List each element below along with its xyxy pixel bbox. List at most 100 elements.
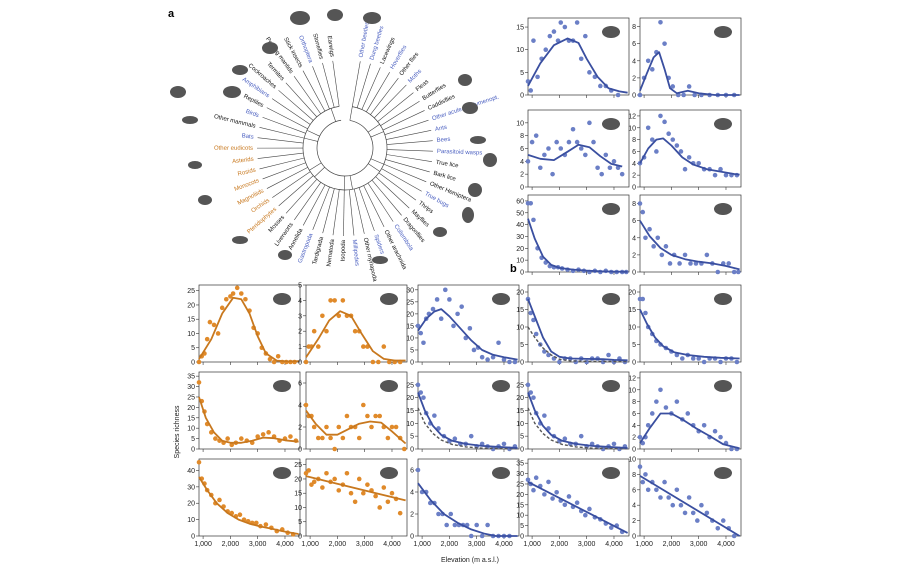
tree-branch [363,185,385,227]
data-point [643,310,648,316]
x-tick-label: 3,000 [249,541,267,548]
y-tick-label: 5 [298,519,302,526]
data-point [587,506,592,512]
y-tick-label: 6 [410,468,414,475]
data-point [320,485,325,490]
grass-icon [273,380,291,392]
y-tick-label: 20 [516,492,524,499]
panel-b-label: b [510,263,517,275]
data-point [685,411,691,416]
data-point [649,411,655,416]
y-tick-label: 25 [516,481,524,488]
organism-silhouette-icon [468,183,482,197]
y-tick-label: 10 [516,258,524,265]
data-point [562,24,568,30]
tree-label: Earwigs [326,35,335,57]
moth-icon [492,380,510,392]
data-point [531,38,536,43]
y-tick-label: 4 [410,490,414,497]
data-point [542,349,547,354]
data-point [211,322,217,328]
data-point [546,146,551,151]
data-point [718,166,723,172]
data-point [637,434,643,440]
y-tick-label: 4 [520,159,524,166]
data-point [531,217,536,223]
data-point [444,522,449,528]
data-point [377,413,383,419]
y-tick-label: 40 [516,222,524,229]
tree-label: Rosids [237,168,256,178]
scatter-panel-asterids: 0 2 4 6 [298,371,408,454]
tree-branch [322,188,335,234]
data-point [303,359,309,365]
data-point [376,359,381,365]
y-tick-label: 25 [187,394,195,401]
x-tick-label: 3,000 [690,541,708,548]
y-tick-label: 15 [187,317,195,324]
y-tick-label: 4 [632,423,636,430]
organism-silhouette-icon [462,207,474,223]
scatter-panel-hoverflies: 0 2 4 6 8 10 12 [628,371,742,454]
data-point [381,344,387,349]
data-point [215,331,221,336]
scatter-panel-moths: 0 5 10 15 20 25 [516,371,630,454]
y-tick-label: 0 [410,447,414,454]
x-tick-label: 2,000 [551,541,569,548]
data-point [344,413,350,419]
data-point [336,488,342,493]
data-point [574,500,580,506]
scatter-panel-other-eudicots: 0 5 10 15 20 25 1,000 2,000 3,000 4,000 [294,458,408,548]
tree-label: Millipedes [351,239,360,266]
organism-silhouette-icon [278,250,292,260]
data-point [611,159,617,164]
data-point [607,165,613,171]
data-point [643,472,648,477]
y-tick-label: 2 [632,252,636,259]
tree-branch [262,116,306,134]
fit-line [305,475,406,502]
tree-branch [378,172,417,201]
y-tick-label: 20 [516,395,524,402]
data-point [662,479,667,485]
data-point [336,424,342,430]
tree-label: Asterids [232,157,254,166]
x-tick-label: 4,000 [276,541,294,548]
y-tick-label: 6 [520,146,524,153]
data-point [393,424,399,430]
fit-line [527,143,623,168]
panel-a-label: a [168,8,175,20]
scatter-panel-woodlice: 0 2 4 6 8 [632,17,742,100]
data-point [361,402,366,408]
data-point [324,424,329,430]
data-point [640,209,646,215]
data-point [306,468,312,473]
scatter-panel-bees-wasps: 0 5 10 15 20 [516,284,630,367]
data-point [263,522,269,527]
y-tick-label: 25 [516,382,524,389]
fit-line [527,392,628,449]
data-point [647,226,652,232]
data-point [645,125,651,131]
tree-branch [259,157,305,170]
data-point [223,296,229,302]
data-point [712,172,718,178]
data-point [557,359,562,365]
x-tick-label: 1,000 [301,541,319,548]
y-tick-label: 0 [298,360,302,367]
data-point [542,492,547,497]
tree-branch [266,107,308,130]
data-point [696,356,701,361]
fit-line [417,392,518,449]
data-point [729,446,734,452]
data-point [662,41,667,46]
y-tick-label: 30 [516,471,524,478]
data-point [595,165,600,171]
y-tick-label: 4 [632,235,636,242]
data-point [271,359,277,365]
y-tick-label: 5 [632,342,636,349]
data-point [421,340,426,346]
tree-branch [377,92,414,122]
organism-silhouette-icon [483,153,497,167]
